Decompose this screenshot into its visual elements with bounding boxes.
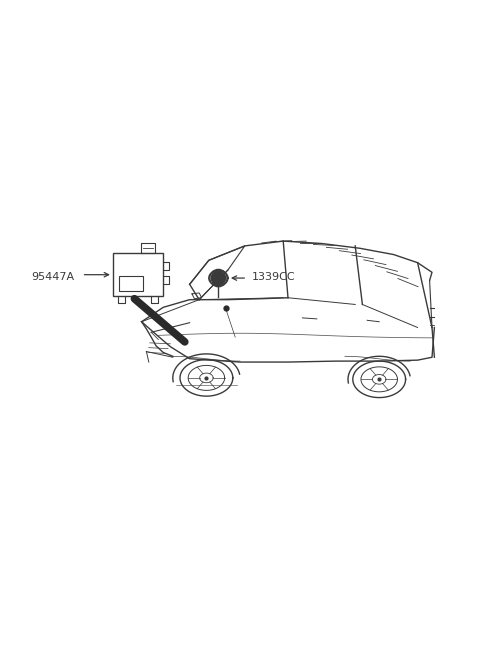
- Text: 95447A: 95447A: [31, 272, 74, 282]
- Circle shape: [211, 271, 226, 286]
- Bar: [119, 276, 143, 291]
- Text: 1339CC: 1339CC: [252, 272, 296, 282]
